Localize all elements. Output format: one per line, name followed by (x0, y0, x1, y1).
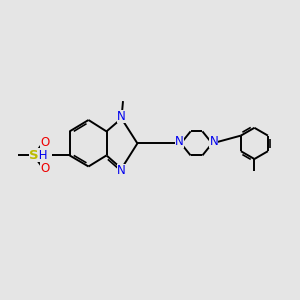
Text: NH: NH (31, 148, 49, 162)
Text: N: N (175, 135, 184, 148)
Text: O: O (40, 136, 50, 149)
Text: N: N (117, 110, 126, 123)
Text: S: S (29, 149, 38, 162)
Text: O: O (40, 161, 50, 175)
Text: N: N (117, 164, 126, 177)
Text: N: N (209, 135, 218, 148)
